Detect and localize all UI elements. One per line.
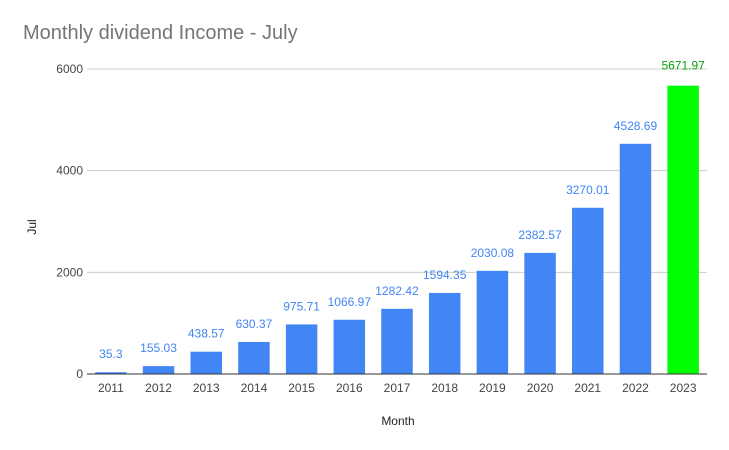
bars bbox=[95, 85, 699, 374]
y-tick-label: 6000 bbox=[56, 62, 83, 76]
x-tick-label-2017: 2017 bbox=[384, 381, 411, 395]
data-labels: 35.3 155.03 438.57 630.37 975.71 1066.971282.… bbox=[99, 59, 705, 362]
x-tick-label-2020: 2020 bbox=[527, 381, 554, 395]
y-tick-label: 0 bbox=[76, 367, 83, 381]
bar-2015 bbox=[285, 324, 318, 374]
x-tick-label-2012: 2012 bbox=[145, 381, 172, 395]
x-tick-label-2022: 2022 bbox=[622, 381, 649, 395]
y-axis-title: Jul bbox=[25, 219, 39, 234]
bar-2011 bbox=[95, 372, 127, 374]
data-label-2023: 5671.97 bbox=[661, 59, 705, 73]
bar-2014 bbox=[238, 341, 270, 374]
bar-2023 bbox=[667, 85, 699, 374]
x-tick-label-2015: 2015 bbox=[288, 381, 315, 395]
x-tick-label-2021: 2021 bbox=[574, 381, 601, 395]
x-axis-ticks: 2011 2012 2013 2014 2015 2016 2017 2018 2019 2020… bbox=[98, 381, 697, 395]
bar-2018 bbox=[428, 292, 461, 374]
bar-2012 bbox=[142, 366, 175, 374]
x-tick-label-2014: 2014 bbox=[241, 381, 268, 395]
data-label-2013: 438.57 bbox=[188, 327, 225, 341]
bar-2016 bbox=[333, 319, 366, 374]
chart-title: Monthly dividend Income - July bbox=[23, 22, 298, 44]
bar-2021 bbox=[572, 207, 604, 374]
data-label-2019: 2030.08 bbox=[471, 246, 515, 260]
x-tick-label-2019: 2019 bbox=[479, 381, 506, 395]
x-tick-label-2013: 2013 bbox=[193, 381, 220, 395]
data-label-2022: 4528.69 bbox=[614, 119, 658, 133]
x-tick-label-2023: 2023 bbox=[670, 381, 697, 395]
x-axis-title: Month bbox=[381, 414, 414, 428]
x-tick-label-2016: 2016 bbox=[336, 381, 363, 395]
data-label-2020: 2382.57 bbox=[518, 228, 562, 242]
y-tick-label: 4000 bbox=[56, 164, 83, 178]
bar-2013 bbox=[190, 351, 222, 374]
data-label-2017: 1282.42 bbox=[375, 284, 419, 298]
x-tick-label-2011: 2011 bbox=[98, 381, 124, 395]
data-label-2021: 3270.01 bbox=[566, 183, 610, 197]
bar-2022 bbox=[619, 143, 652, 374]
bar-2020 bbox=[524, 252, 556, 374]
data-label-2014: 630.37 bbox=[236, 317, 273, 331]
data-label-2012: 155.03 bbox=[140, 341, 177, 355]
data-label-2016: 1066.97 bbox=[328, 295, 372, 309]
data-label-2018: 1594.35 bbox=[423, 268, 467, 282]
y-tick-label: 2000 bbox=[56, 265, 83, 279]
x-tick-label-2018: 2018 bbox=[431, 381, 458, 395]
bar-2017 bbox=[381, 308, 413, 374]
gridlines bbox=[87, 68, 707, 273]
bar-2019 bbox=[476, 270, 509, 374]
y-axis-ticks: 0 2000 4000 6000 bbox=[56, 62, 83, 381]
data-label-2015: 975.71 bbox=[283, 299, 320, 313]
data-label-2011: 35.3 bbox=[99, 347, 123, 361]
